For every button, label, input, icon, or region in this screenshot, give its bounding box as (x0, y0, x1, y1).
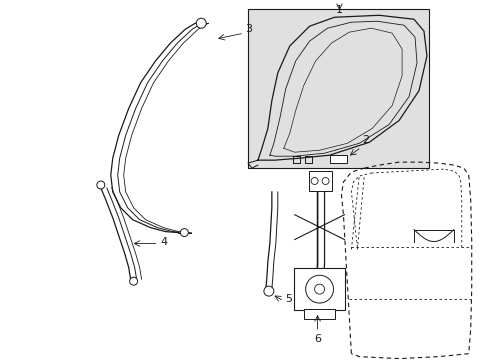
Circle shape (129, 277, 137, 285)
Text: 4: 4 (160, 237, 167, 247)
Circle shape (264, 286, 273, 296)
Text: 3: 3 (244, 24, 251, 34)
Text: 5: 5 (284, 294, 291, 304)
FancyBboxPatch shape (293, 268, 345, 310)
Circle shape (196, 18, 206, 28)
Bar (329, 155, 346, 163)
FancyBboxPatch shape (308, 171, 332, 191)
Bar (247, 9, 428, 168)
Text: 1: 1 (335, 5, 342, 15)
Text: 2: 2 (362, 135, 369, 145)
Text: 6: 6 (313, 334, 321, 344)
Circle shape (180, 229, 188, 237)
FancyBboxPatch shape (304, 309, 334, 319)
Circle shape (97, 181, 104, 189)
